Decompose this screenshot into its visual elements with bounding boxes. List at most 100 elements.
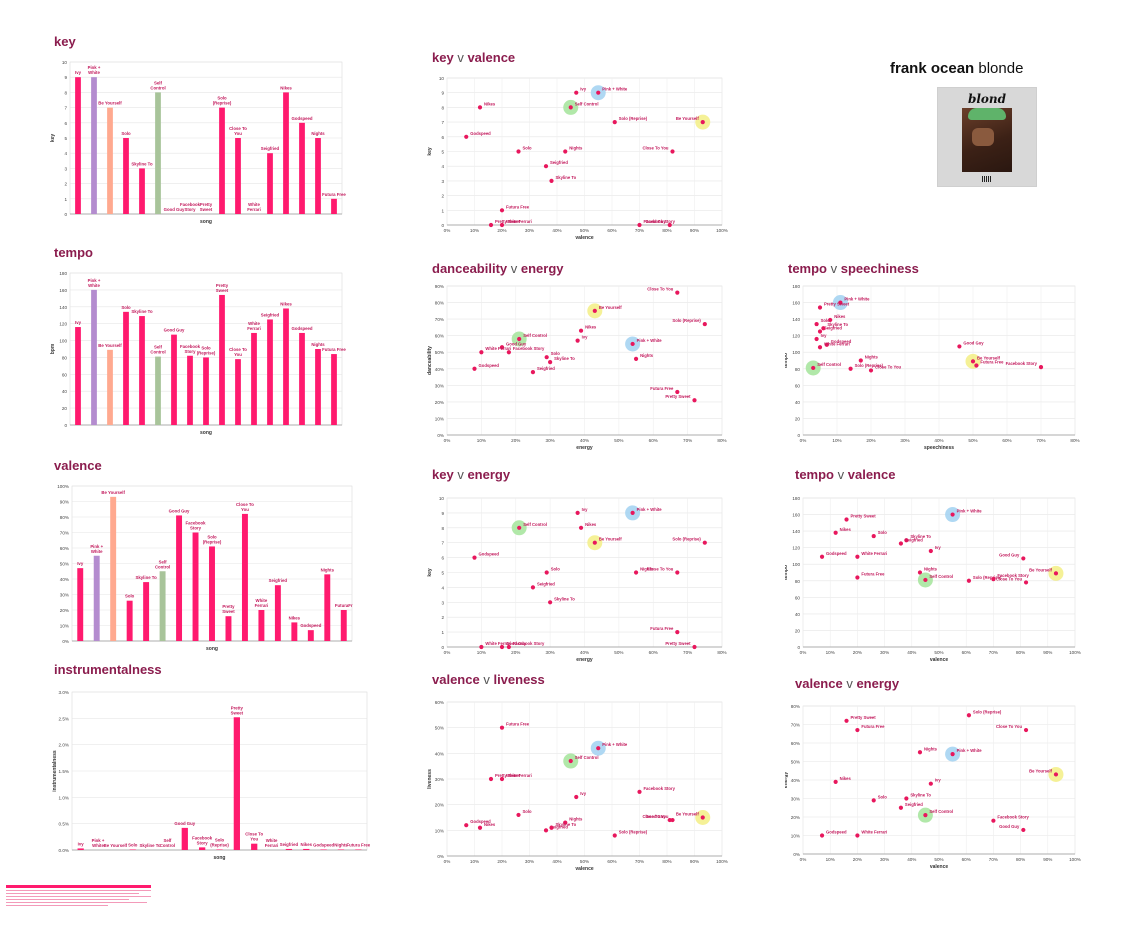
x-tick-label: 50% xyxy=(580,228,589,233)
point-label-futura-free: Futura Free xyxy=(506,722,530,727)
point-ivy xyxy=(575,338,580,343)
bar-label-self-control: Self Control xyxy=(150,345,165,355)
point-pink-white xyxy=(838,300,843,305)
y-tick-label: 10% xyxy=(60,624,69,629)
point-futura-free xyxy=(855,575,860,580)
bar-skyline-to xyxy=(139,316,145,425)
x-tick-label: 40% xyxy=(907,650,916,655)
y-tick-label: 20 xyxy=(62,406,68,411)
bar-pretty-sweet xyxy=(233,717,240,850)
point-label-close-to-you: Close To You xyxy=(996,724,1022,729)
point-label-nights: Nights xyxy=(640,567,654,572)
tempo-v-valence-title: tempo v valence xyxy=(795,467,896,482)
y-tick-label: 180 xyxy=(792,284,800,289)
y-tick-label: 9 xyxy=(441,91,444,96)
point-label-skyline-to: Skyline To xyxy=(554,356,575,361)
y-tick-label: 8 xyxy=(441,526,444,531)
artist-name: frank ocean xyxy=(890,60,975,77)
x-tick-label: 90% xyxy=(1043,857,1052,862)
point-label-be-yourself: Be Yourself xyxy=(676,116,699,121)
point-label-good-guy: Good Guy xyxy=(963,340,984,345)
x-tick-label: 0% xyxy=(800,857,807,862)
bar-label-solo: Solo xyxy=(128,842,138,847)
point-nikes xyxy=(477,825,483,830)
point-white-ferrari xyxy=(817,345,823,350)
y-tick-label: 20 xyxy=(795,416,801,421)
y-tick-label: 5 xyxy=(441,150,444,155)
y-axis-title: bpm xyxy=(50,343,56,354)
point-white-ferrari xyxy=(479,350,484,355)
point-pretty-sweet xyxy=(488,776,494,782)
bar-pretty-sweet xyxy=(219,294,225,425)
point-godspeed xyxy=(472,555,477,560)
point-skyline-to xyxy=(548,600,553,605)
point-pretty-sweet xyxy=(844,517,849,522)
y-tick-label: 0 xyxy=(441,223,444,228)
x-tick-label: 80% xyxy=(717,438,726,443)
bar-label-white-ferrari: White Ferrari xyxy=(265,838,279,848)
x-tick-label: 100% xyxy=(716,859,728,864)
point-label-pink-white: Pink + White xyxy=(844,297,870,302)
point-godspeed xyxy=(824,342,829,347)
x-tick-label: 80% xyxy=(1070,438,1079,443)
point-futura-free xyxy=(499,208,505,213)
point-label-seigfried: Seigfried xyxy=(905,538,923,543)
y-tick-label: 60% xyxy=(791,741,800,746)
point-facebook-story xyxy=(637,222,642,228)
x-tick-label: 80% xyxy=(662,859,671,864)
point-label-solo-reprise: Solo (Reprise) xyxy=(619,116,648,121)
point-label-skyline-to: Skyline To xyxy=(556,175,577,180)
y-tick-label: 140 xyxy=(59,305,67,310)
valence-v-energy-chart: 0% 10% 20% 30% 40% 50% 60% 70% 80% 0% 10% 20% 30% 40%… xyxy=(785,698,1085,874)
bar-ivy xyxy=(77,848,84,850)
bar-godspeed xyxy=(299,332,305,425)
x-tick-label: 50% xyxy=(614,650,623,655)
point-label-pink-white: Pink + White xyxy=(637,507,663,512)
y-axis-title: danceability xyxy=(427,346,433,375)
point-solo xyxy=(516,149,521,154)
x-tick-label: 40% xyxy=(580,650,589,655)
point-label-nights: Nights xyxy=(640,353,654,358)
x-tick-label: 20% xyxy=(497,228,506,233)
x-tick-label: 10% xyxy=(470,859,479,864)
x-tick-label: 0% xyxy=(444,859,451,864)
y-tick-label: 6 xyxy=(441,556,444,561)
x-tick-label: 30% xyxy=(546,438,555,443)
point-nikes xyxy=(578,525,584,530)
y-axis-title: liveness xyxy=(427,769,433,789)
y-tick-label: 70% xyxy=(791,723,800,728)
instrumentalness-title: instrumentalness xyxy=(54,662,162,677)
bar-label-close-to-you: Close To You xyxy=(236,502,254,512)
point-label-self-control: Self Control xyxy=(929,809,953,814)
x-tick-label: 90% xyxy=(690,228,699,233)
bar-label-white-ferrari: White Ferrari xyxy=(255,598,269,608)
point-label-seigfried: Seigfried xyxy=(905,802,923,807)
point-label-pink-white: Pink + White xyxy=(957,748,983,753)
y-tick-label: 5 xyxy=(64,136,67,141)
point-label-self-control: Self Control xyxy=(575,755,599,760)
point-be-yourself xyxy=(700,120,705,125)
point-label-solo-reprise: Solo (Reprise) xyxy=(973,709,1002,714)
point-label-pretty-sweet: Pretty Sweet xyxy=(851,514,877,519)
x-tick-label: 20% xyxy=(511,650,520,655)
point-label-white-ferrari: White Ferrari xyxy=(824,341,850,346)
point-label-nights: Nights xyxy=(924,567,938,572)
point-godspeed xyxy=(819,554,825,559)
bar-close-to-you xyxy=(235,138,241,214)
point-label-self-control: Self Control xyxy=(523,522,547,527)
bar-label-futura-free: Futura Free xyxy=(347,842,371,847)
y-axis-title: instrumentalness xyxy=(52,750,58,792)
point-label-nikes: Nikes xyxy=(484,101,496,106)
x-tick-label: 80% xyxy=(717,650,726,655)
y-axis-title: tempo xyxy=(785,353,789,368)
point-skyline-to xyxy=(549,178,554,183)
bar-label-solo-reprise: Solo (Reprise) xyxy=(213,96,232,106)
y-tick-label: 7 xyxy=(64,106,67,111)
x-tick-label: 100% xyxy=(1069,650,1081,655)
point-label-close-to-you: Close To You xyxy=(642,146,668,151)
point-close-to-you xyxy=(675,570,680,575)
bar-label-seigfried: Seigfried xyxy=(269,578,288,583)
y-tick-label: 2 xyxy=(441,194,444,199)
y-tick-label: 10 xyxy=(62,60,68,65)
y-tick-label: 140 xyxy=(792,317,800,322)
